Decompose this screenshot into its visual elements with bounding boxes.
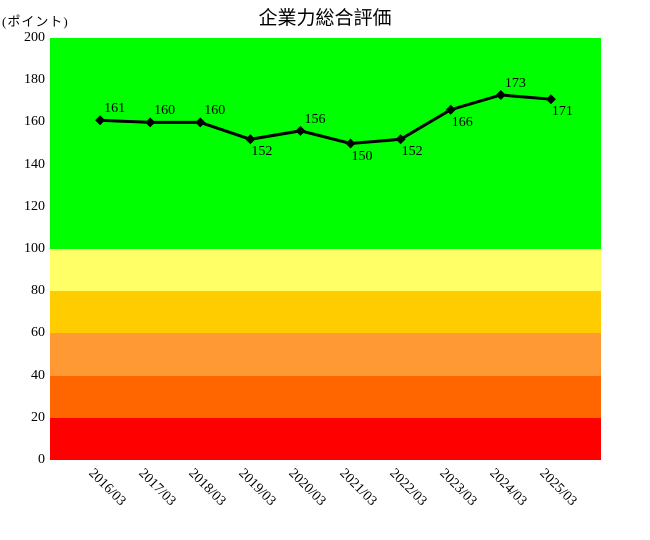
y-tick-label: 0 <box>38 452 45 467</box>
y-tick-label: 40 <box>31 367 45 383</box>
x-tick-label: 2022/03 <box>386 466 430 510</box>
y-tick-label: 80 <box>31 283 45 299</box>
y-tick-label: 20 <box>31 409 45 425</box>
data-point-marker <box>245 134 256 145</box>
x-tick-label: 2018/03 <box>185 466 229 510</box>
point-value-label: 173 <box>504 75 526 91</box>
y-tick-label: 100 <box>24 241 45 256</box>
point-value-label: 161 <box>104 101 126 117</box>
x-tick-label: 2023/03 <box>436 466 480 510</box>
data-point-marker <box>345 138 356 149</box>
y-tick-label: 160 <box>24 114 45 130</box>
data-point-marker <box>295 125 306 136</box>
plot-area: 161 160 160 152 156 150 152 166 173 171 <box>50 38 601 460</box>
band-20-40 <box>50 375 601 418</box>
data-point-marker <box>445 104 456 115</box>
y-tick-label: 120 <box>24 198 45 214</box>
data-point-marker <box>195 117 206 128</box>
x-tick-label: 2016/03 <box>85 466 129 510</box>
x-tick-label: 2017/03 <box>135 466 179 510</box>
x-tick-label: 2024/03 <box>486 466 530 510</box>
point-value-label: 166 <box>451 114 473 130</box>
line-series-svg <box>95 89 556 149</box>
band-0-20 <box>50 417 601 460</box>
data-point-marker <box>395 134 406 145</box>
background-bands <box>50 38 601 460</box>
x-tick-label: 2019/03 <box>235 466 279 510</box>
point-value-label: 156 <box>304 111 326 127</box>
y-tick-label: 180 <box>24 72 45 88</box>
y-tick-label: 140 <box>24 156 45 172</box>
point-value-label: 171 <box>551 104 573 120</box>
band-40-60 <box>50 333 601 376</box>
chart-title: 企業力総合評価 <box>258 8 392 29</box>
y-axis-unit-label: (ポイント) <box>2 14 69 29</box>
data-point-marker <box>495 89 506 100</box>
point-value-label: 150 <box>351 148 373 164</box>
band-80-100 <box>50 249 601 292</box>
y-tick-label: 200 <box>24 30 45 45</box>
x-tick-label: 2025/03 <box>536 466 580 510</box>
x-tick-label: 2021/03 <box>335 466 379 510</box>
point-value-label: 160 <box>204 103 226 119</box>
data-point-marker <box>545 94 556 105</box>
point-value-label: 152 <box>251 144 273 160</box>
point-value-label: 160 <box>154 103 176 119</box>
x-tick-label: 2020/03 <box>285 466 329 510</box>
data-point-marker <box>95 115 106 126</box>
series-line <box>100 93 552 146</box>
point-value-label: 152 <box>401 144 423 160</box>
band-100-200 <box>50 38 601 249</box>
band-60-80 <box>50 291 601 334</box>
data-point-marker <box>145 117 156 128</box>
y-tick-label: 60 <box>31 325 45 341</box>
